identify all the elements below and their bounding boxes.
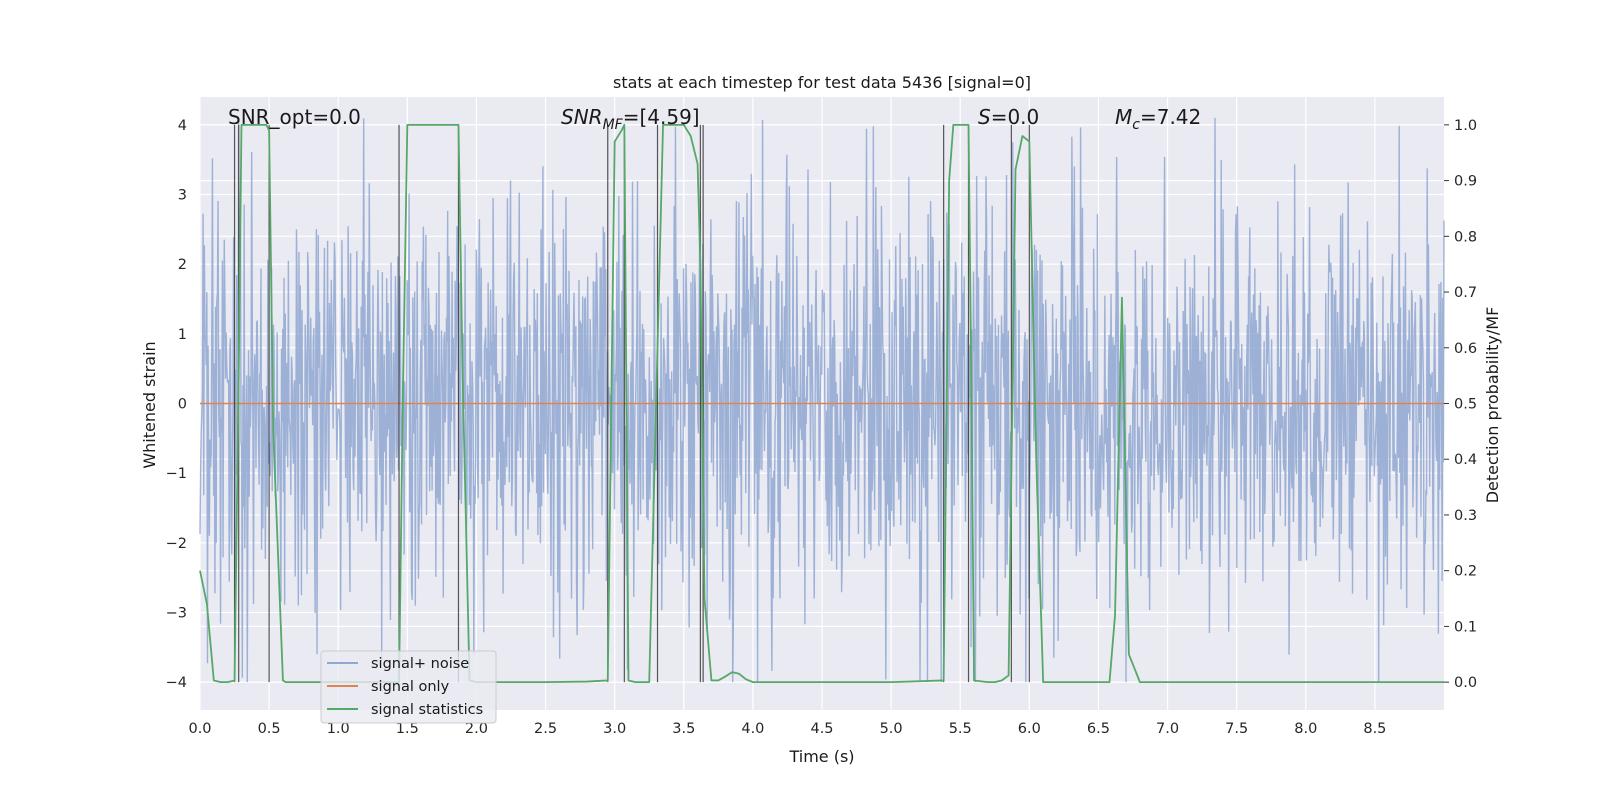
legend: signal+ noise signal only signal statist… [320,650,497,724]
x-tick-label: 2.5 [534,721,557,737]
annotation-snr-mf: SNRMF=[4.59] [561,105,700,133]
y2-tick-label: 0.1 [1454,619,1477,635]
y2-tick-labels: 1.0 0.9 0.8 0.7 0.6 0.5 0.4 0.3 0.2 0.1 0.0 [1444,118,1477,691]
x-tick-label: 4.0 [741,721,764,737]
chart-title: stats at each timestep for test data 543… [613,73,1031,92]
y2-tick-label: 0.4 [1454,452,1477,468]
s-symbol: S [978,105,991,129]
y2-tick-label: 0.0 [1454,675,1477,691]
y2-tick-label: 0.9 [1454,174,1477,190]
legend-label-signal-noise: signal+ noise [371,656,469,672]
x-tick-label: 6.5 [1087,721,1110,737]
y-tick-label: 4 [178,118,187,134]
y2-tick-label: 0.7 [1454,285,1477,301]
mc-subscript: c [1132,117,1140,133]
legend-label-signal-only: signal only [371,679,450,695]
y-tick-label: 3 [178,188,187,204]
annotation-s: S=0.0 [978,105,1039,129]
y2-tick-label: 0.6 [1454,341,1477,357]
y-tick-label: −4 [166,675,187,691]
x-tick-label: 6.0 [1018,721,1041,737]
x-tick-label: 7.0 [1156,721,1179,737]
legend-box [320,650,497,724]
x-tick-label: 2.0 [465,721,488,737]
y2-tick-label: 1.0 [1454,118,1477,134]
signal-noise-series [199,117,1445,683]
x-tick-label: 5.0 [880,721,903,737]
x-tick-label: 3.5 [672,721,695,737]
x-tick-label: 5.5 [949,721,972,737]
y2-tick-label: 0.2 [1454,564,1477,580]
snr-mf-value: =[4.59] [623,105,700,129]
snr-mf-symbol: SNR [561,105,603,129]
y2-tick-label: 0.3 [1454,508,1477,524]
y-axis-label: Whitened strain [140,341,159,468]
y-tick-label: 2 [178,257,187,273]
y2-tick-label: 0.5 [1454,397,1477,413]
y-tick-label: 0 [178,397,187,413]
snr-mf-subscript: MF [603,117,624,133]
s-value: =0.0 [991,105,1040,129]
annotation-snr-opt: SNR_opt=0.0 [228,105,361,129]
y-tick-label: −2 [166,536,187,552]
x-tick-label: 1.0 [327,721,350,737]
mc-value: =7.42 [1140,105,1201,129]
signal-statistics-line [199,123,1444,684]
legend-label-signal-statistics: signal statistics [371,702,483,718]
x-tick-label: 8.5 [1363,721,1386,737]
y-tick-label: −1 [166,466,187,482]
x-tick-label: 3.0 [603,721,626,737]
x-tick-labels: 0.0 0.5 1.0 1.5 2.0 2.5 3.0 3.5 4.0 4.5 5.0 5.5 6.0 6… [188,721,1386,737]
x-tick-label: 7.5 [1225,721,1248,737]
x-tick-label: 1.5 [396,721,419,737]
y-tick-label: −3 [166,605,187,621]
y2-axis-label: Detection probability/MF [1483,307,1502,504]
x-tick-label: 0.0 [188,721,211,737]
vertical-markers [233,124,1030,683]
x-tick-label: 0.5 [258,721,281,737]
y-tick-labels: 4 3 2 1 0 −1 −2 −3 −4 [166,118,187,691]
y-tick-label: 1 [178,327,187,343]
x-axis-label: Time (s) [788,747,854,766]
y2-tick-label: 0.8 [1454,229,1477,245]
mc-symbol: M [1115,105,1132,129]
signal-noise-line [199,117,1445,683]
signal-statistics-series [199,123,1444,684]
x-tick-label: 4.5 [810,721,833,737]
annotation-mc: Mc=7.42 [1115,105,1201,133]
x-tick-label: 8.0 [1294,721,1317,737]
